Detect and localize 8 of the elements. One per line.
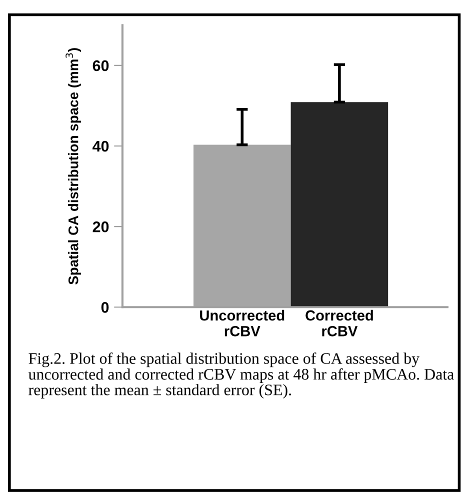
y-axis-title: Spatial CA distribution space (mm$^{3}$) bbox=[66, 48, 82, 284]
x-tick-label: Uncorrected rCBV bbox=[200, 310, 284, 336]
y-tick-label: 20 bbox=[92, 221, 109, 232]
x-tick-label: Corrected rCBV bbox=[306, 310, 373, 336]
y-tick-label: 0 bbox=[101, 302, 109, 313]
y-tick-label: 60 bbox=[92, 60, 109, 72]
y-tick-label: 40 bbox=[92, 140, 109, 152]
caption: Fig.2. Plot of the spatial distribution space of CA assessed by uncorrected and corrected rCBV maps at 48 hr after pMCAo. Data represent the mean ± standard error (SE). bbox=[28, 352, 454, 399]
